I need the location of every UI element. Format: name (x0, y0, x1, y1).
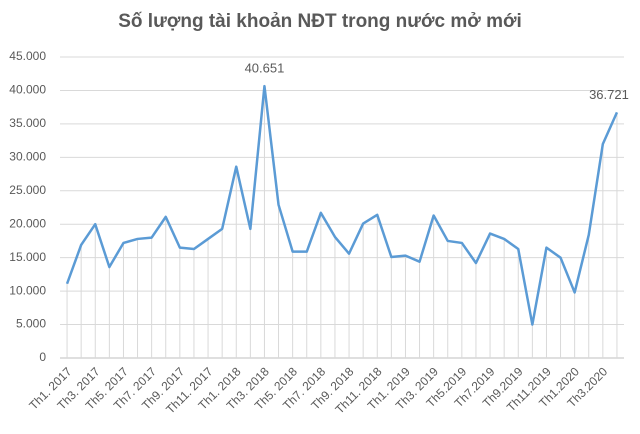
y-tick-label: 25.000 (9, 183, 46, 197)
data-label: 40.651 (245, 61, 285, 76)
y-tick-label: 0 (39, 350, 46, 364)
y-tick-label: 40.000 (9, 83, 46, 97)
y-tick-label: 35.000 (9, 116, 46, 130)
y-tick-label: 5.000 (16, 317, 46, 331)
y-tick-label: 10.000 (9, 283, 46, 297)
y-tick-label: 20.000 (9, 216, 46, 230)
chart-title: Số lượng tài khoản NĐT trong nước mở mới (118, 11, 522, 32)
data-line (65, 84, 619, 326)
data-label: 36.721 (589, 87, 629, 102)
y-tick-label: 30.000 (9, 150, 46, 164)
y-tick-label: 15.000 (9, 250, 46, 264)
y-tick-label: 45.000 (9, 49, 46, 63)
